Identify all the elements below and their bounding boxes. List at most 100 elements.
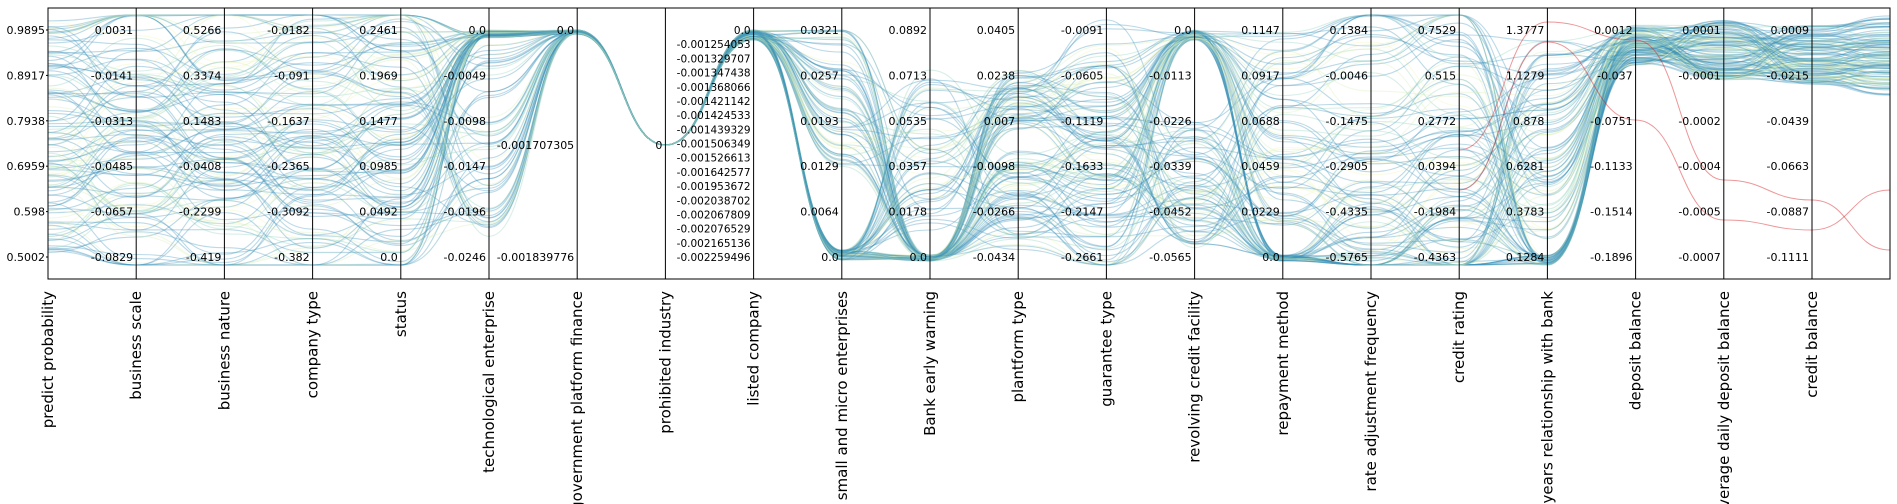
axis-label: listed company (745, 291, 763, 406)
tick-label: 0.6959 (7, 160, 46, 173)
sample-line (47, 33, 1891, 261)
tick-label: -0.001347438 (677, 68, 751, 80)
tick-label: 0.0 (910, 251, 928, 264)
tick-label: -0.1984 (1414, 206, 1456, 219)
axis-label: years relationship with bank (1538, 291, 1556, 504)
tick-label: -0.002076529 (677, 224, 751, 236)
tick-label: 0.007 (984, 115, 1016, 128)
tick-label: 0.0 (734, 25, 751, 37)
sample-line (47, 31, 1891, 266)
tick-label: -0.0007 (1678, 251, 1720, 264)
sample-line (47, 30, 1891, 266)
tick-label: 0.0 (469, 24, 487, 37)
tick-label: 0.0229 (1241, 206, 1280, 219)
tick-label: 0.0985 (359, 160, 398, 173)
axes (135, 8, 1813, 279)
tick-label: -0.001526613 (677, 153, 751, 165)
axis-label: business nature (215, 291, 233, 410)
sample-line (47, 30, 1891, 266)
tick-label: 0.0031 (95, 24, 134, 37)
sample-line (47, 29, 1891, 264)
tick-label: 0.0193 (800, 115, 839, 128)
sample-line (47, 29, 1891, 202)
tick-label: 0.0 (821, 251, 839, 264)
sample-line (47, 31, 1891, 266)
sample-line (47, 32, 1891, 266)
tick-label: -0.0313 (91, 115, 133, 128)
tick-label: -0.001642577 (677, 167, 751, 179)
sample-line (47, 14, 1891, 257)
tick-label: -0.0663 (1767, 160, 1809, 173)
sample-line (47, 14, 1891, 258)
axis-label: status (392, 291, 410, 337)
tick-label: -0.1119 (1061, 115, 1103, 128)
tick-label: 0.7938 (7, 115, 46, 128)
tick-label: -0.0098 (444, 115, 486, 128)
sample-line (47, 26, 1891, 261)
outlier-line (1459, 21, 1891, 251)
axis-label: business scale (127, 291, 145, 400)
sample-line (47, 23, 1891, 245)
tick-label: 0.0064 (800, 206, 839, 219)
tick-label: -0.382 (274, 251, 309, 264)
tick-label: -0.0439 (1767, 115, 1809, 128)
tick-label: 0.2772 (1418, 115, 1457, 128)
axis-label: plantform type (1009, 291, 1027, 403)
axis-label: rate adjustment frequency (1362, 291, 1380, 492)
tick-label: 0.1477 (359, 115, 398, 128)
tick-label: -0.2299 (179, 206, 221, 219)
tick-label: -0.0266 (973, 206, 1015, 219)
sample-line (47, 32, 1891, 262)
tick-label: -0.0098 (973, 160, 1015, 173)
sample-line (47, 25, 1891, 246)
tick-label: 0.0 (1262, 251, 1280, 264)
axis-labels: predict probability business scale busines… (39, 291, 1821, 504)
axis-label: technological enterprise (480, 291, 498, 473)
tick-label: -0.5765 (1326, 251, 1368, 264)
tick-label: -0.001254053 (677, 39, 751, 51)
tick-label: -0.0829 (91, 251, 133, 264)
sample-line (47, 14, 1891, 188)
sample-lines (47, 14, 1891, 266)
sample-line (47, 28, 1891, 254)
tick-label: -0.1633 (1061, 160, 1103, 173)
tick-label: 0.9895 (7, 24, 46, 37)
tick-label: -0.002038702 (677, 195, 751, 207)
tick-label: 0.0 (380, 251, 398, 264)
tick-label: 1.3777 (1506, 24, 1545, 37)
tick-label: -0.0182 (267, 24, 309, 37)
tick-label: 0.0405 (977, 24, 1016, 37)
tick-label: -0.001839776 (497, 251, 574, 264)
tick-label: -0.0246 (444, 251, 486, 264)
tick-label: -0.1637 (267, 115, 309, 128)
tick-label: -0.0408 (179, 160, 221, 173)
tick-label: 0.0178 (889, 206, 928, 219)
tick-label: 0.1147 (1241, 24, 1280, 37)
tick-label: -0.037 (1597, 69, 1632, 82)
tick-label: -0.0141 (91, 69, 133, 82)
tick-label: -0.0091 (1061, 24, 1103, 37)
tick-label: 0.878 (1513, 115, 1545, 128)
tick-label: 0.1969 (359, 69, 398, 82)
axis-label: government platform finance (568, 291, 586, 504)
tick-label: -0.1514 (1590, 206, 1632, 219)
sample-line (47, 14, 1891, 261)
sample-line (47, 30, 1891, 249)
tick-label: -0.0215 (1767, 69, 1809, 82)
tick-label: 0.0257 (800, 69, 839, 82)
tick-label: -0.1896 (1590, 251, 1632, 264)
tick-label: -0.0605 (1061, 69, 1103, 82)
sample-line (47, 19, 1891, 266)
tick-label: -0.002165136 (677, 238, 751, 250)
sample-line (47, 29, 1891, 261)
tick-label: -0.0049 (444, 69, 486, 82)
sample-line (47, 14, 1891, 229)
tick-label: -0.0005 (1678, 206, 1720, 219)
sample-line (47, 31, 1891, 256)
tick-labels: 0.9895 0.8917 0.7938 0.6959 0.598 0.5002 0.003… (7, 24, 1810, 264)
tick-label: -0.419 (186, 251, 221, 264)
sample-line (47, 14, 1891, 266)
sample-line (47, 15, 1891, 263)
tick-label: 0.1483 (183, 115, 222, 128)
tick-label: -0.1133 (1590, 160, 1632, 173)
